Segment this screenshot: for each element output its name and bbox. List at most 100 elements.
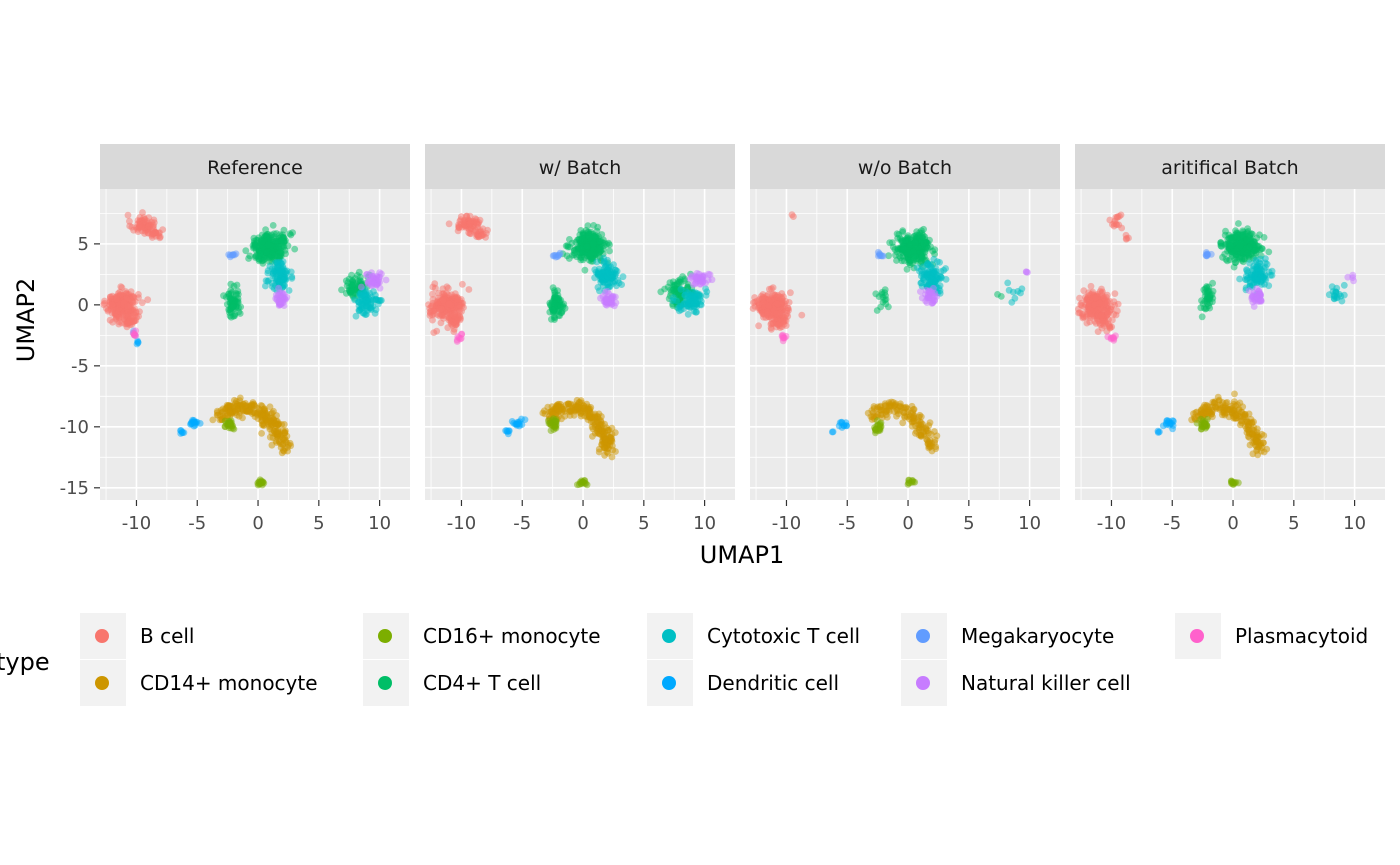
- point-cd4-t-cell: [1235, 220, 1242, 227]
- point-cd4-t-cell: [911, 253, 919, 260]
- point-cd4-t-cell: [272, 238, 279, 245]
- point-cd4-t-cell: [242, 247, 250, 255]
- point-cd4-t-cell: [264, 241, 272, 249]
- point-b-cell: [450, 311, 458, 319]
- point-cd16-monocyte: [228, 419, 235, 427]
- legend-label: Megakaryocyte: [961, 624, 1114, 648]
- point-b-cell: [117, 283, 125, 291]
- point-cd4-t-cell: [584, 222, 592, 230]
- point-b-cell: [1087, 312, 1094, 320]
- point-cd4-t-cell: [1231, 256, 1238, 263]
- point-cd14-monocyte: [258, 430, 265, 437]
- point-cd14-monocyte: [868, 407, 876, 414]
- y-tick-label: 5: [78, 234, 89, 255]
- point-cd4-t-cell: [1236, 255, 1243, 262]
- point-b-cell: [751, 294, 758, 301]
- point-cytotoxic-t-cell: [276, 266, 284, 274]
- point-b-cell: [455, 224, 463, 232]
- point-natural-killer-cell: [1249, 298, 1257, 306]
- legend-key-dendritic-cell: [662, 676, 676, 690]
- point-natural-killer-cell: [608, 300, 616, 308]
- point-b-cell: [429, 283, 437, 291]
- point-cd4-t-cell: [1251, 241, 1259, 248]
- point-cytotoxic-t-cell: [937, 268, 945, 275]
- point-b-cell: [1076, 294, 1083, 302]
- point-cd4-t-cell: [681, 277, 689, 284]
- point-natural-killer-cell: [1023, 268, 1030, 276]
- points: [425, 212, 716, 489]
- point-b-cell: [1085, 289, 1093, 296]
- point-cd14-monocyte: [912, 429, 919, 437]
- point-b-cell: [478, 232, 486, 239]
- point-cd4-t-cell: [548, 315, 555, 323]
- point-cd14-monocyte: [583, 407, 591, 414]
- point-cytotoxic-t-cell: [1338, 297, 1346, 305]
- x-tick-label: -10: [1097, 513, 1126, 534]
- point-b-cell: [459, 280, 466, 288]
- point-cd4-t-cell: [873, 307, 881, 314]
- point-cytotoxic-t-cell: [352, 312, 360, 320]
- point-cytotoxic-t-cell: [1243, 266, 1250, 274]
- point-natural-killer-cell: [918, 294, 926, 302]
- point-b-cell: [1109, 316, 1116, 324]
- facet-panel-w-batch: w/ Batch: [425, 144, 735, 500]
- point-cytotoxic-t-cell: [279, 258, 287, 265]
- point-cd14-monocyte: [281, 434, 288, 442]
- point-cytotoxic-t-cell: [684, 310, 692, 318]
- legend-item-cd4-t-cell: CD4+ T cell: [363, 660, 541, 706]
- point-cd14-monocyte: [209, 416, 217, 424]
- point-cd4-t-cell: [572, 238, 580, 246]
- point-cd14-monocyte: [925, 444, 933, 452]
- point-b-cell: [136, 308, 143, 315]
- point-cytotoxic-t-cell: [930, 269, 938, 277]
- point-cd14-monocyte: [586, 412, 593, 419]
- point-dendritic-cell: [842, 422, 850, 429]
- point-cytotoxic-t-cell: [1256, 260, 1264, 268]
- point-cd4-t-cell: [579, 256, 587, 264]
- point-cytotoxic-t-cell: [1236, 275, 1243, 283]
- point-b-cell: [774, 300, 781, 307]
- point-cd14-monocyte: [1259, 439, 1267, 447]
- point-b-cell: [764, 308, 772, 316]
- point-cytotoxic-t-cell: [356, 290, 363, 298]
- point-cytotoxic-t-cell: [279, 276, 287, 284]
- point-cd4-t-cell: [551, 305, 559, 313]
- y-tick-label: -5: [71, 356, 89, 377]
- point-cd4-t-cell: [234, 299, 242, 307]
- point-cd4-t-cell: [554, 287, 561, 295]
- point-cd4-t-cell: [899, 227, 907, 235]
- point-cd4-t-cell: [356, 277, 364, 284]
- point-cytotoxic-t-cell: [695, 291, 702, 299]
- point-cd4-t-cell: [997, 293, 1005, 300]
- point-cytotoxic-t-cell: [683, 302, 691, 310]
- point-cd4-t-cell: [1217, 240, 1225, 248]
- point-natural-killer-cell: [610, 294, 617, 301]
- point-natural-killer-cell: [378, 270, 385, 278]
- point-b-cell: [437, 319, 445, 327]
- point-cd14-monocyte: [266, 403, 274, 411]
- point-natural-killer-cell: [917, 288, 924, 295]
- point-cytotoxic-t-cell: [1004, 279, 1012, 287]
- y-axis-title: UMAP2: [12, 278, 40, 362]
- point-cd14-monocyte: [272, 437, 280, 445]
- point-b-cell: [150, 222, 157, 229]
- point-b-cell: [774, 321, 782, 328]
- point-b-cell: [131, 304, 138, 312]
- point-cd14-monocyte: [1248, 419, 1256, 426]
- point-cd4-t-cell: [911, 239, 919, 247]
- point-b-cell: [1086, 306, 1094, 314]
- point-cd14-monocyte: [268, 429, 276, 437]
- point-cd4-t-cell: [246, 252, 254, 260]
- point-cd4-t-cell: [263, 249, 270, 256]
- point-cd14-monocyte: [1258, 430, 1266, 438]
- point-dendritic-cell: [196, 420, 204, 427]
- point-cd4-t-cell: [222, 293, 230, 301]
- point-natural-killer-cell: [375, 276, 383, 284]
- point-cd14-monocyte: [917, 432, 925, 440]
- point-cytotoxic-t-cell: [917, 272, 925, 280]
- point-cd4-t-cell: [566, 236, 573, 243]
- point-cd4-t-cell: [606, 247, 613, 255]
- point-natural-killer-cell: [1245, 287, 1253, 294]
- point-cytotoxic-t-cell: [371, 291, 379, 299]
- point-cd14-monocyte: [1198, 409, 1206, 417]
